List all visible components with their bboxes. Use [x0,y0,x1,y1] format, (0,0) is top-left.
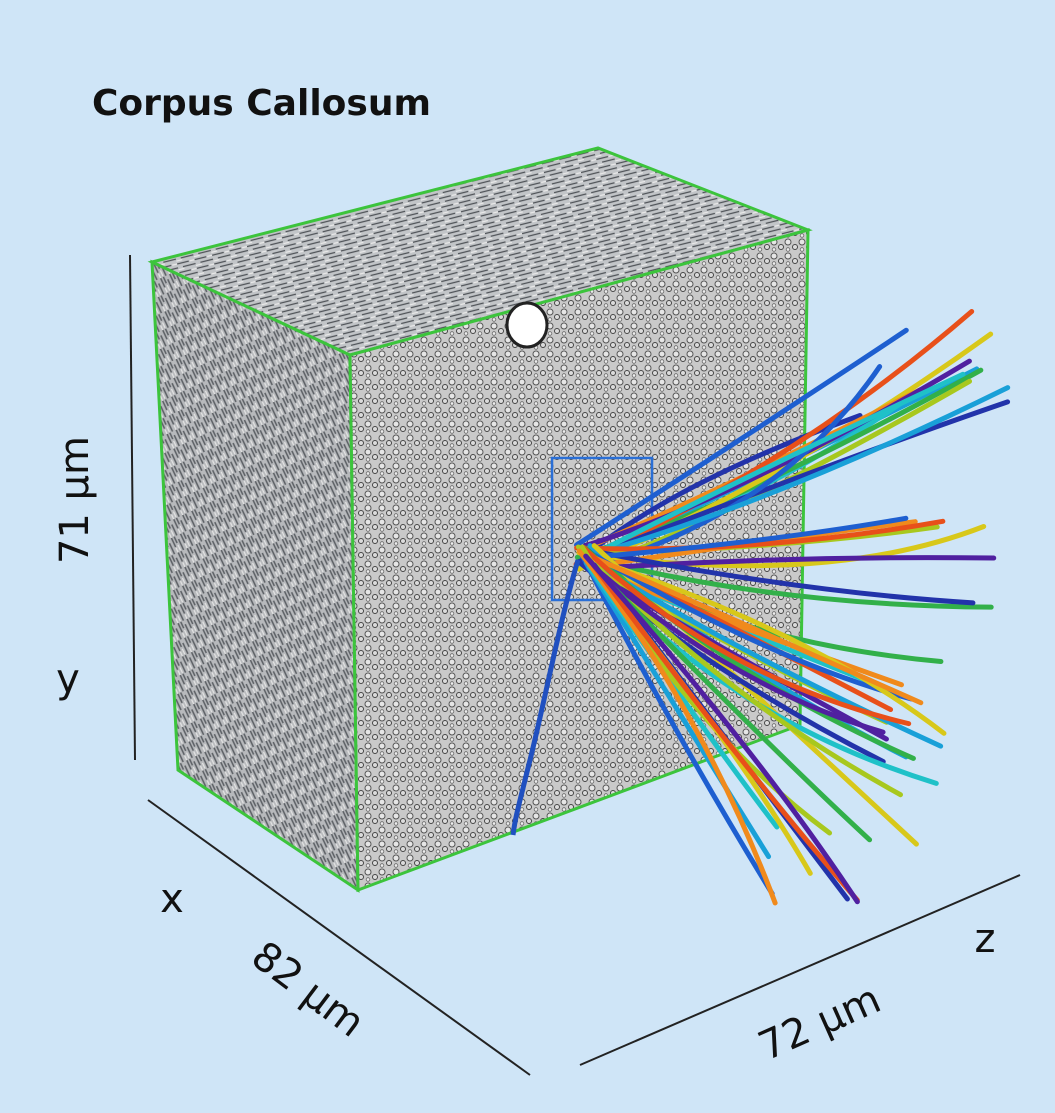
title: Corpus Callosum [92,83,431,124]
vessel [507,303,547,347]
y-label: y [56,656,80,702]
left-face [152,262,358,890]
z-size: 72 µm [752,976,888,1070]
y-size: 71 µm [52,436,98,564]
x-label: x [160,876,184,922]
x-size: 82 µm [243,933,373,1047]
z-label: z [975,916,996,962]
figure: Corpus Callosum 71 µm y x 82 µm z 72 µm [0,0,1055,1113]
y-axis-line [130,255,135,760]
